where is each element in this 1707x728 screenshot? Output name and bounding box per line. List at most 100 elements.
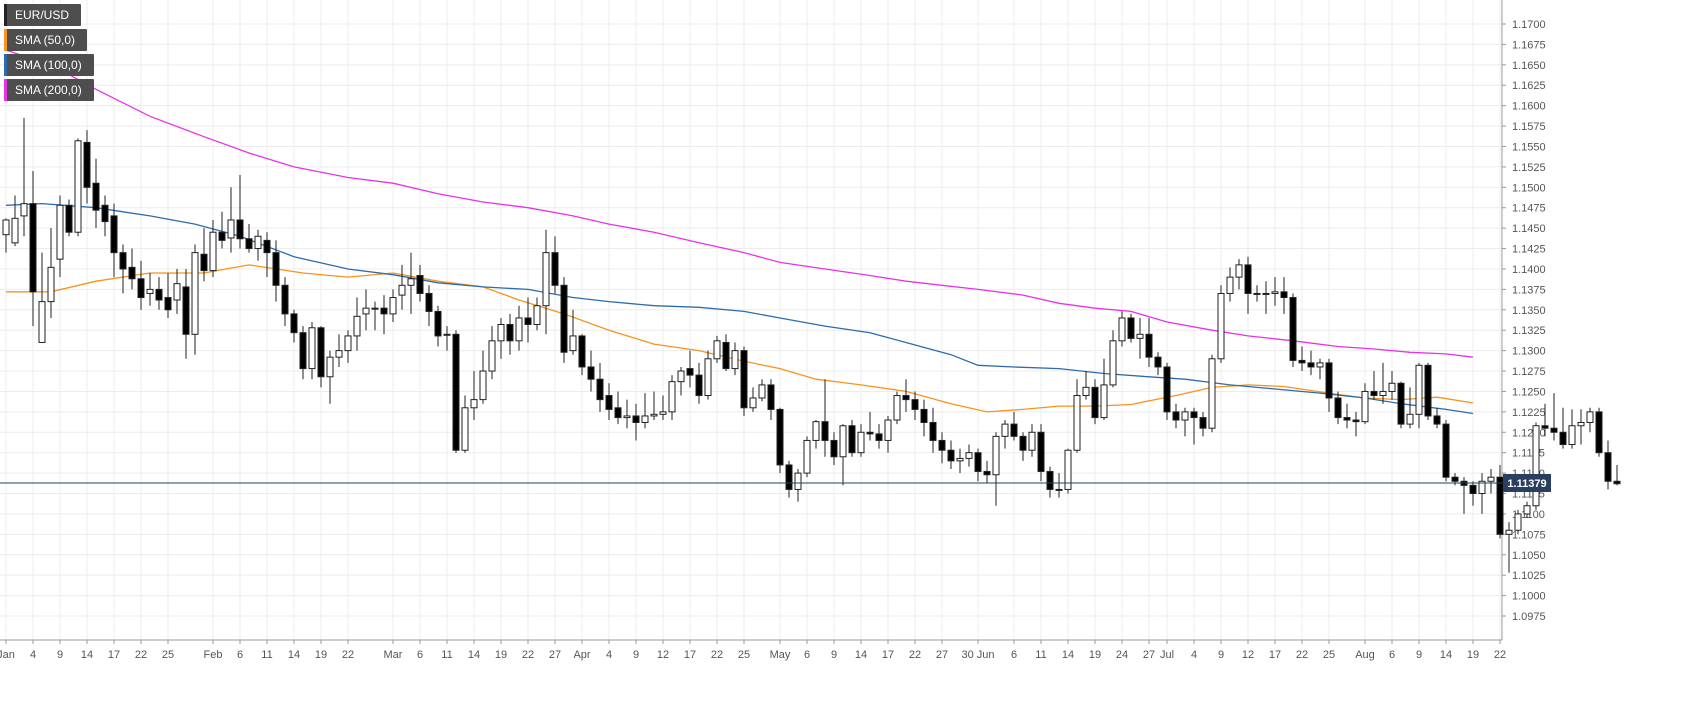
candle-down[interactable] — [263, 239, 271, 254]
candle-up[interactable] — [1136, 333, 1144, 339]
candle-down[interactable] — [1334, 397, 1342, 419]
candle-up[interactable] — [1055, 488, 1063, 491]
candle-down[interactable] — [947, 449, 955, 462]
candle-up[interactable] — [1271, 291, 1279, 294]
candle-up[interactable] — [677, 370, 685, 383]
candle-down[interactable] — [1010, 423, 1018, 437]
candle-up[interactable] — [227, 219, 235, 239]
candle-down[interactable] — [605, 395, 613, 410]
candle-down[interactable] — [1559, 431, 1567, 446]
candle-up[interactable] — [1001, 423, 1009, 437]
candle-up[interactable] — [398, 284, 406, 296]
candle-up[interactable] — [1568, 425, 1576, 446]
candle-down[interactable] — [1397, 382, 1405, 425]
candle-down[interactable] — [1019, 435, 1027, 451]
candle-down[interactable] — [830, 439, 838, 458]
candle-down[interactable] — [110, 215, 118, 254]
candle-up[interactable] — [371, 307, 379, 310]
candle-up[interactable] — [803, 439, 811, 474]
candle-up[interactable] — [1487, 476, 1495, 482]
candle-up[interactable] — [650, 413, 658, 417]
candle-up[interactable] — [659, 411, 667, 415]
candle-down[interactable] — [1244, 264, 1252, 294]
candle-down[interactable] — [155, 288, 163, 301]
candle-up[interactable] — [389, 297, 397, 315]
candle-down[interactable] — [596, 378, 604, 401]
candle-down[interactable] — [983, 470, 991, 476]
candle-down[interactable] — [821, 421, 829, 441]
candle-up[interactable] — [884, 419, 892, 441]
candle-up[interactable] — [992, 435, 1000, 476]
candle-down[interactable] — [1343, 417, 1351, 421]
candle-up[interactable] — [1262, 292, 1270, 295]
candle-up[interactable] — [1100, 384, 1108, 419]
candle-up[interactable] — [11, 217, 19, 244]
candle-down[interactable] — [587, 366, 595, 380]
candle-up[interactable] — [1532, 425, 1540, 507]
candle-up[interactable] — [362, 307, 370, 315]
candle-down[interactable] — [200, 253, 208, 272]
candle-down[interactable] — [299, 332, 307, 370]
candle-up[interactable] — [731, 350, 739, 370]
candle-down[interactable] — [920, 408, 928, 423]
candle-up[interactable] — [1028, 431, 1036, 451]
candle-down[interactable] — [434, 310, 442, 337]
legend-item-sma-100[interactable]: SMA (100,0) — [4, 54, 94, 76]
candle-down[interactable] — [785, 464, 793, 490]
candle-up[interactable] — [1361, 390, 1369, 423]
candle-down[interactable] — [1127, 317, 1135, 339]
candle-up[interactable] — [38, 301, 46, 343]
candle-up[interactable] — [47, 266, 55, 303]
candle-down[interactable] — [164, 297, 172, 311]
candle-down[interactable] — [776, 408, 784, 466]
candle-down[interactable] — [1154, 356, 1162, 368]
candle-down[interactable] — [1190, 411, 1198, 419]
candle-down[interactable] — [551, 252, 559, 286]
candle-down[interactable] — [1298, 359, 1306, 364]
candle-up[interactable] — [20, 203, 28, 217]
candle-up[interactable] — [74, 140, 82, 233]
candle-down[interactable] — [902, 395, 910, 401]
candle-up[interactable] — [173, 283, 181, 301]
candle-down[interactable] — [929, 421, 937, 441]
candle-up[interactable] — [1118, 317, 1126, 342]
candle-down[interactable] — [1307, 362, 1315, 368]
candle-up[interactable] — [191, 252, 199, 335]
candle-up[interactable] — [1388, 382, 1396, 392]
candle-up[interactable] — [1208, 358, 1216, 429]
candle-down[interactable] — [974, 452, 982, 472]
candle-up[interactable] — [1109, 340, 1117, 386]
candle-down[interactable] — [1091, 386, 1099, 419]
candle-up[interactable] — [1586, 411, 1594, 423]
candle-down[interactable] — [722, 341, 730, 370]
candle-down[interactable] — [101, 204, 109, 223]
candle-down[interactable] — [1442, 423, 1450, 478]
candle-up[interactable] — [1478, 480, 1486, 495]
candle-down[interactable] — [119, 252, 127, 270]
candle-down[interactable] — [1424, 364, 1432, 417]
candle-down[interactable] — [1469, 484, 1477, 495]
candle-down[interactable] — [1613, 480, 1621, 485]
candle-up[interactable] — [254, 235, 262, 250]
candle-down[interactable] — [380, 307, 388, 315]
candle-down[interactable] — [938, 439, 946, 451]
candle-up[interactable] — [308, 327, 316, 370]
candle-up[interactable] — [344, 335, 352, 352]
candle-down[interactable] — [1145, 333, 1153, 358]
candle-down[interactable] — [1451, 476, 1459, 482]
candle-up[interactable] — [2, 219, 10, 236]
candle-down[interactable] — [866, 431, 874, 435]
candle-down[interactable] — [695, 374, 703, 397]
candle-up[interactable] — [1505, 529, 1513, 535]
candle-up[interactable] — [1514, 513, 1522, 531]
candle-up[interactable] — [542, 252, 550, 307]
candle-down[interactable] — [218, 231, 226, 241]
candle-down[interactable] — [632, 415, 640, 423]
candle-up[interactable] — [794, 472, 802, 490]
candle-down[interactable] — [1037, 431, 1045, 472]
candle-up[interactable] — [407, 278, 415, 286]
candle-down[interactable] — [1163, 366, 1171, 413]
legend-item-sma-200[interactable]: SMA (200,0) — [4, 79, 94, 101]
candle-up[interactable] — [1082, 386, 1090, 397]
candle-up[interactable] — [353, 315, 361, 337]
